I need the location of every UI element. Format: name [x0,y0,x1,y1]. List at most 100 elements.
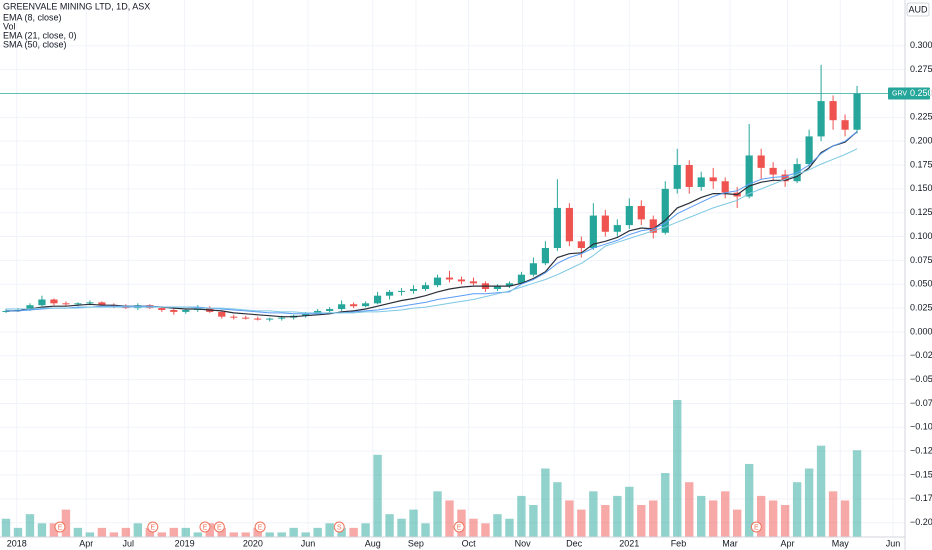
volume-bar [625,486,634,537]
y-tick-label: −0.100 [910,422,932,432]
x-tick-label: May [832,538,850,548]
candle-body [757,155,765,168]
volume-bar [145,527,155,537]
volume-bar [73,527,83,537]
candle-body [565,207,573,242]
volume-bar [313,527,322,537]
volume-bar [804,468,814,537]
volume-bar [85,532,95,537]
y-tick-label: 0.175 [910,159,932,169]
candle-body [829,101,837,121]
volume-bar [685,482,694,537]
candle-body [697,177,705,187]
candle-body [254,318,262,320]
volume-bar [337,527,346,537]
volume-bar [517,495,526,537]
volume-bar [265,532,274,537]
candle-body [661,188,669,233]
candle-body [362,303,370,307]
volume-bar [589,491,598,537]
event-marker [333,521,345,533]
event-label: E [58,524,63,531]
event-marker [750,521,762,533]
y-tick-label: 0.025 [910,302,932,312]
volume-bar [709,500,718,537]
y-tick-label: 0.125 [910,207,932,217]
chart-title: GREENVALE MINING LTD, 1D, ASX [3,1,150,11]
x-tick-label: Oct [462,538,477,548]
candle-body [841,120,849,130]
volume-bar [169,527,179,537]
candle-body [721,181,729,193]
y-tick-label: −0.200 [910,517,932,527]
volume-bar [421,523,430,537]
x-tick-label: Mar [722,538,738,548]
x-tick-label: Apr [79,538,93,548]
candle-body [338,304,346,310]
volume-bar [445,500,454,537]
axes: 0.300 0.275 0.250 0.225 0.200 0.175 0.150 0.125… [7,40,932,548]
x-tick-label: 2018 [7,538,27,548]
y-tick-label: 0.300 [910,40,932,50]
y-tick-label: 0.100 [910,231,932,241]
event-label: E [217,524,222,531]
legend: GREENVALE MINING LTD, 1D, ASX EMA (8, cl… [3,1,150,49]
volume-bar [205,523,214,537]
volume-bar [349,527,358,537]
candle-body [541,247,549,264]
y-tick-label: −0.025 [910,350,932,360]
volume-bar [780,505,790,537]
grid [0,0,905,537]
volume-bar [721,491,730,537]
candle-body [230,316,238,318]
volume-bar [661,473,670,537]
candle-body [673,165,681,189]
y-tick-label: −0.150 [910,469,932,479]
x-tick-label: Nov [515,538,532,548]
volume-bar [409,509,418,537]
y-tick-label: −0.050 [910,374,932,384]
volume-bar [577,509,586,537]
candle-body [50,299,58,304]
volume-bar [816,445,826,537]
volume-bar [852,450,862,537]
candle-body [98,302,106,306]
x-tick-label: Dec [566,538,583,548]
volume-bar [505,518,514,537]
indicator-label: Vol [3,21,16,31]
event-marker [213,521,225,533]
candle-body [26,305,34,310]
candle-body [170,309,178,312]
candle-body [709,177,717,182]
candle-body [421,285,430,290]
candle-body [769,167,777,175]
volume-bar [828,491,838,537]
volume-bar [1,518,11,537]
y-tick-label: 0.150 [910,183,932,193]
event-marker [199,521,211,533]
volume-bar [565,500,574,537]
volume-bar [49,523,59,537]
candle-body [62,303,70,305]
y-tick-label: −0.075 [910,398,932,408]
x-tick-label: Feb [671,538,687,548]
candle-body [2,310,10,312]
volume-bar [601,505,610,537]
volume-bar [289,527,298,537]
event-marker [453,521,465,533]
x-tick-label: Sep [408,538,424,548]
event-label: E [754,524,759,531]
y-tick-label: 0.050 [910,279,932,289]
x-tick-label: 2021 [619,538,639,548]
volume-bar [637,505,646,537]
candle-body [649,219,657,233]
candle-body [242,317,250,319]
candle-body [158,308,166,310]
candle-body [218,311,226,317]
candle-body [469,281,478,284]
event-label: E [203,524,208,531]
volume-bar [792,482,802,537]
candle-body [74,303,82,305]
